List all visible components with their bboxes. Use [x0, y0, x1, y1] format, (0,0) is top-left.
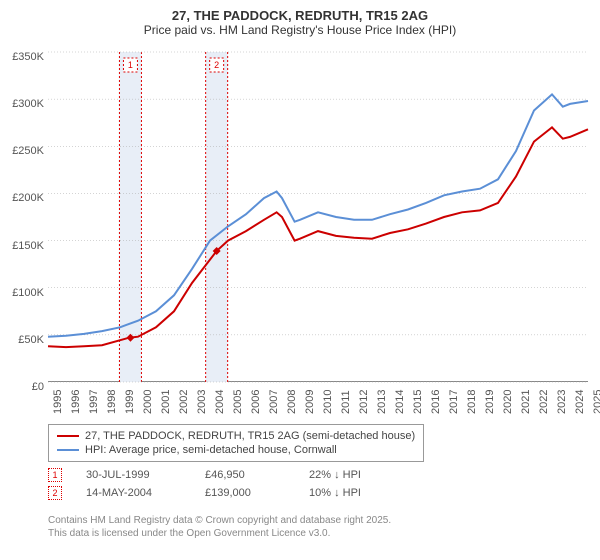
x-tick-label: 2021: [520, 390, 532, 414]
x-tick-label: 2008: [286, 390, 298, 414]
svg-text:1: 1: [128, 60, 133, 70]
x-tick-label: 2011: [340, 390, 352, 414]
x-tick-label: 2010: [322, 390, 334, 414]
x-tick-label: 2022: [538, 390, 550, 414]
y-tick-label: £350K: [0, 51, 44, 63]
chart-container: 27, THE PADDOCK, REDRUTH, TR15 2AG Price…: [0, 0, 600, 560]
x-tick-label: 2017: [448, 390, 460, 414]
y-tick-label: £250K: [0, 145, 44, 157]
sale-delta: 10% ↓ HPI: [309, 487, 409, 499]
sale-price: £46,950: [205, 469, 285, 481]
x-tick-label: 2016: [430, 390, 442, 414]
x-tick-label: 2007: [268, 390, 280, 414]
y-tick-label: £100K: [0, 287, 44, 299]
y-tick-label: £300K: [0, 98, 44, 110]
sale-band: [206, 52, 228, 382]
x-tick-label: 2004: [214, 390, 226, 414]
x-tick-label: 2024: [574, 390, 586, 414]
title-block: 27, THE PADDOCK, REDRUTH, TR15 2AG Price…: [0, 0, 600, 41]
title-sub: Price paid vs. HM Land Registry's House …: [0, 23, 600, 37]
x-tick-label: 2000: [142, 390, 154, 414]
sale-row: 1 30-JUL-1999 £46,950 22% ↓ HPI: [48, 466, 409, 484]
x-tick-label: 1997: [88, 390, 100, 414]
legend: 27, THE PADDOCK, REDRUTH, TR15 2AG (semi…: [48, 424, 424, 462]
legend-row: 27, THE PADDOCK, REDRUTH, TR15 2AG (semi…: [57, 429, 415, 443]
x-tick-label: 2023: [556, 390, 568, 414]
x-tick-label: 2018: [466, 390, 478, 414]
x-tick-label: 2025: [592, 390, 600, 414]
legend-label: 27, THE PADDOCK, REDRUTH, TR15 2AG (semi…: [85, 430, 415, 442]
plot-area: 12: [48, 52, 588, 382]
plot-svg: 12: [48, 52, 588, 382]
sale-marker-1: 1: [123, 58, 137, 72]
footer-line-1: Contains HM Land Registry data © Crown c…: [48, 514, 391, 527]
legend-row: HPI: Average price, semi-detached house,…: [57, 443, 415, 457]
legend-label: HPI: Average price, semi-detached house,…: [85, 444, 337, 456]
y-tick-label: £200K: [0, 192, 44, 204]
x-tick-label: 2006: [250, 390, 262, 414]
sale-band: [119, 52, 141, 382]
sale-row: 2 14-MAY-2004 £139,000 10% ↓ HPI: [48, 484, 409, 502]
x-tick-label: 2015: [412, 390, 424, 414]
y-tick-label: £50K: [0, 334, 44, 346]
sale-delta: 22% ↓ HPI: [309, 469, 409, 481]
title-main: 27, THE PADDOCK, REDRUTH, TR15 2AG: [0, 8, 600, 23]
x-tick-label: 2012: [358, 390, 370, 414]
x-tick-label: 2019: [484, 390, 496, 414]
x-tick-label: 2009: [304, 390, 316, 414]
x-tick-label: 1995: [52, 390, 64, 414]
x-tick-label: 1996: [70, 390, 82, 414]
x-tick-label: 2014: [394, 390, 406, 414]
x-tick-label: 1998: [106, 390, 118, 414]
x-tick-label: 2020: [502, 390, 514, 414]
sale-marker-icon: 1: [48, 468, 62, 482]
sale-price: £139,000: [205, 487, 285, 499]
y-tick-label: £0: [0, 381, 44, 393]
footer-line-2: This data is licensed under the Open Gov…: [48, 527, 391, 540]
x-tick-label: 2001: [160, 390, 172, 414]
svg-text:2: 2: [214, 60, 219, 70]
x-tick-label: 2003: [196, 390, 208, 414]
y-tick-label: £150K: [0, 240, 44, 252]
legend-swatch: [57, 435, 79, 437]
x-tick-label: 1999: [124, 390, 136, 414]
sale-date: 14-MAY-2004: [86, 487, 181, 499]
sales-table: 1 30-JUL-1999 £46,950 22% ↓ HPI 2 14-MAY-2004…: [48, 466, 409, 502]
sale-date: 30-JUL-1999: [86, 469, 181, 481]
x-tick-label: 2002: [178, 390, 190, 414]
sale-marker-icon: 2: [48, 486, 62, 500]
footer: Contains HM Land Registry data © Crown c…: [48, 514, 391, 540]
x-tick-label: 2013: [376, 390, 388, 414]
legend-swatch: [57, 449, 79, 451]
sale-marker-2: 2: [210, 58, 224, 72]
x-tick-label: 2005: [232, 390, 244, 414]
